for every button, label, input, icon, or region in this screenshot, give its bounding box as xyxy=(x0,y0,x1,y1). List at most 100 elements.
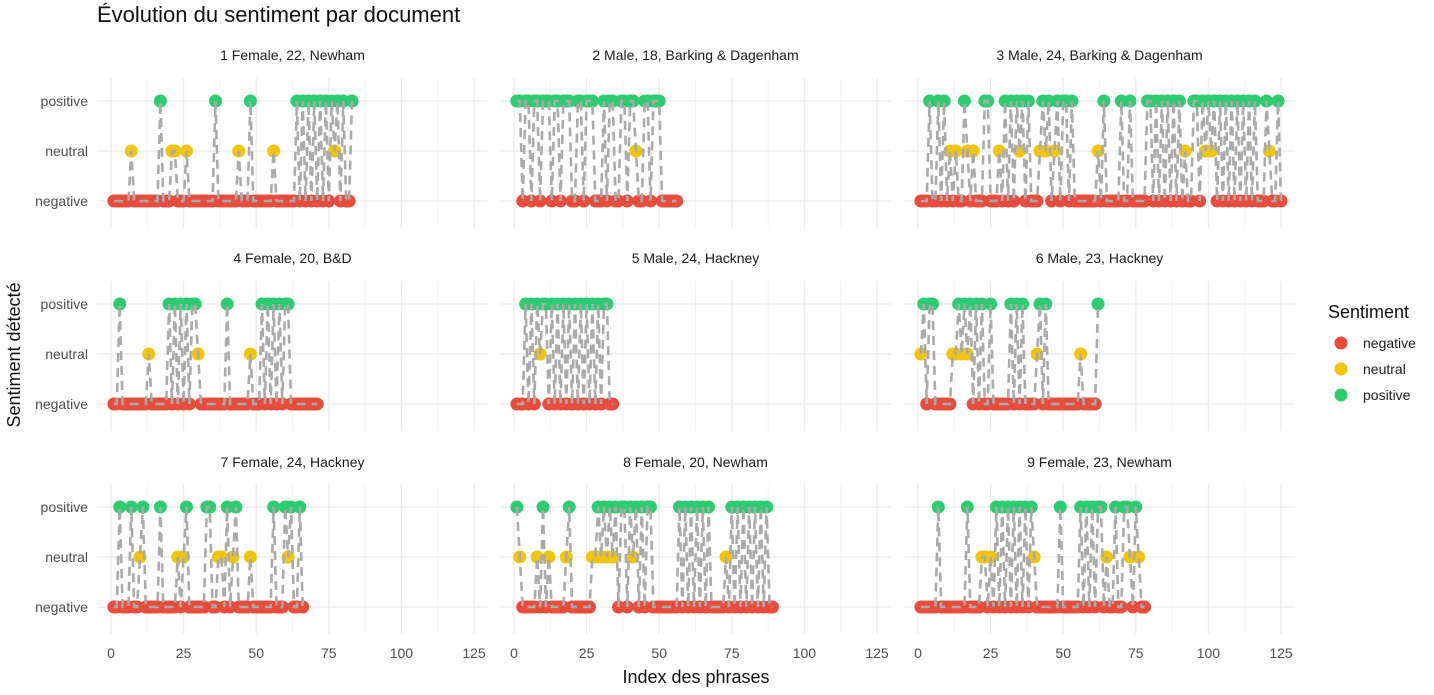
x-tick-label: 25 xyxy=(983,645,999,661)
x-tick-label: 25 xyxy=(579,645,595,661)
point-positive xyxy=(1248,94,1262,108)
facet-strip-label: 2 Male, 18, Barking & Dagenham xyxy=(592,47,798,63)
sentiment-line xyxy=(919,302,1100,406)
point-neutral xyxy=(949,144,963,158)
facet-panel-9: 9 Female, 23, Newham 0 25 50 75 100 125 xyxy=(904,454,1295,661)
y-tick-label: neutral xyxy=(45,346,88,362)
x-tick-label: 100 xyxy=(390,645,414,661)
point-neutral xyxy=(966,144,980,158)
y-tick-label: negative xyxy=(35,193,88,209)
legend-title: Sentiment xyxy=(1328,302,1409,322)
point-neutral xyxy=(243,550,257,564)
legend-label: neutral xyxy=(1363,361,1406,377)
facet-panel-7: 7 Female, 24, Hackney positive neutral nega… xyxy=(35,454,488,661)
sentiment-line xyxy=(113,505,304,609)
x-tick-label: 75 xyxy=(321,645,337,661)
x-tick-label: 50 xyxy=(1055,645,1071,661)
y-tick-label: negative xyxy=(35,599,88,615)
x-tick-label: 125 xyxy=(1269,645,1293,661)
chart-title: Évolution du sentiment par document xyxy=(97,2,460,27)
y-tick-label: positive xyxy=(41,93,89,109)
legend-key-positive xyxy=(1334,388,1348,402)
point-negative xyxy=(577,194,591,208)
x-tick-label: 100 xyxy=(793,645,817,661)
facet-panel-1: 1 Female, 22, Newham positive neutral negat… xyxy=(35,47,488,228)
point-positive xyxy=(931,500,945,514)
facet-strip-label: 8 Female, 20, Newham xyxy=(623,454,768,470)
point-positive xyxy=(153,94,167,108)
sentiment-line xyxy=(516,99,677,203)
y-tick-label: negative xyxy=(35,396,88,412)
x-tick-label: 0 xyxy=(510,645,518,661)
y-tick-label: neutral xyxy=(45,143,88,159)
legend-key-neutral xyxy=(1334,362,1348,376)
point-negative xyxy=(533,194,547,208)
facet-strip-label: 7 Female, 24, Hackney xyxy=(221,454,365,470)
x-axis-label: Index des phrases xyxy=(622,667,769,687)
point-positive xyxy=(937,94,951,108)
point-positive xyxy=(243,94,257,108)
sentiment-line xyxy=(113,302,318,406)
facet-strip-label: 6 Male, 23, Hackney xyxy=(1036,250,1164,266)
x-tick-label: 25 xyxy=(176,645,192,661)
y-tick-label: neutral xyxy=(45,549,88,565)
facet-strip-label: 3 Male, 24, Barking & Dagenham xyxy=(996,47,1202,63)
sentiment-line xyxy=(920,505,1145,609)
x-tick-label: 50 xyxy=(248,645,264,661)
point-positive xyxy=(585,94,599,108)
x-tick-label: 125 xyxy=(865,645,889,661)
y-axis-label: Sentiment détecté xyxy=(4,282,24,427)
sentiment-line xyxy=(920,99,1283,203)
sentiment-line xyxy=(516,302,613,406)
legend-item-positive: positive xyxy=(1334,387,1411,403)
x-tick-label: 50 xyxy=(651,645,667,661)
point-positive xyxy=(220,297,234,311)
facet-panel-8: 8 Female, 20, Newham 0 25 50 75 100 125 xyxy=(500,454,891,661)
point-positive xyxy=(984,297,998,311)
x-tick-label: 75 xyxy=(1128,645,1144,661)
point-positive xyxy=(1091,297,1105,311)
facet-panels: 1 Female, 22, Newham positive neutral negat… xyxy=(35,47,1295,661)
x-tick-label: 75 xyxy=(724,645,740,661)
facet-strip-label: 4 Female, 20, B&D xyxy=(233,250,351,266)
y-tick-label: positive xyxy=(41,499,89,515)
facet-strip-label: 5 Male, 24, Hackney xyxy=(632,250,760,266)
point-positive xyxy=(652,94,666,108)
point-positive xyxy=(957,94,971,108)
point-neutral xyxy=(267,144,281,158)
point-negative xyxy=(1138,600,1152,614)
facet-panel-5: 5 Male, 24, Hackney xyxy=(500,250,891,431)
facet-strip-label: 9 Female, 23, Newham xyxy=(1027,454,1172,470)
point-positive xyxy=(345,94,359,108)
legend-item-neutral: neutral xyxy=(1334,361,1406,377)
point-positive xyxy=(536,500,550,514)
point-positive xyxy=(1016,297,1030,311)
point-positive xyxy=(1271,94,1285,108)
facet-panel-2: 2 Male, 18, Barking & Dagenham xyxy=(500,47,891,228)
legend-label: positive xyxy=(1363,387,1411,403)
legend: Sentiment negative neutral positive xyxy=(1328,302,1416,403)
facet-strip-label: 1 Female, 22, Newham xyxy=(220,47,365,63)
x-tick-label: 0 xyxy=(914,645,922,661)
facet-panel-4: 4 Female, 20, B&D positive neutral negative xyxy=(35,250,488,431)
legend-label: negative xyxy=(1363,335,1416,351)
legend-key-negative xyxy=(1334,336,1348,350)
data-points xyxy=(107,297,324,411)
point-negative xyxy=(643,194,657,208)
y-tick-label: positive xyxy=(41,296,89,312)
point-positive xyxy=(113,500,127,514)
x-tick-label: 0 xyxy=(107,645,115,661)
facet-panel-6: 6 Male, 23, Hackney xyxy=(904,250,1295,431)
point-negative xyxy=(670,194,684,208)
point-negative xyxy=(296,600,310,614)
x-tick-label: 100 xyxy=(1197,645,1221,661)
point-positive xyxy=(113,297,127,311)
point-positive xyxy=(1053,500,1067,514)
legend-item-negative: negative xyxy=(1334,335,1416,351)
facet-panel-3: 3 Male, 24, Barking & Dagenham xyxy=(904,47,1295,228)
point-positive xyxy=(293,500,307,514)
point-negative xyxy=(606,397,620,411)
sentiment-line xyxy=(113,100,354,203)
x-tick-label: 125 xyxy=(462,645,486,661)
